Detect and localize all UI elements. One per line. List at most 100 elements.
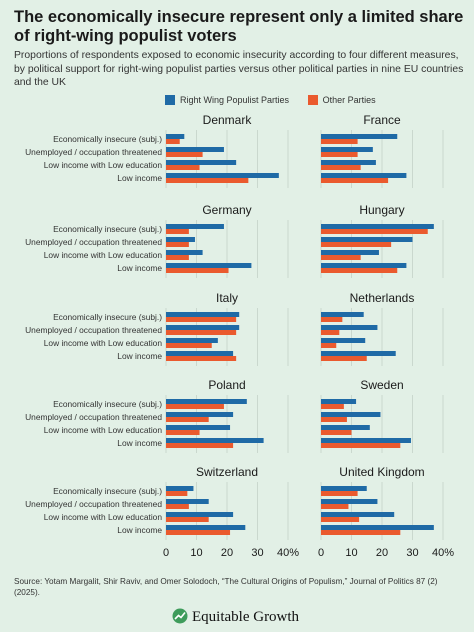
bar-other	[321, 517, 360, 522]
bar-other	[166, 504, 189, 509]
bar-right-wing	[166, 438, 264, 443]
category-label: Low income	[117, 173, 162, 183]
bar-right-wing	[166, 399, 247, 404]
bar-other	[321, 317, 343, 322]
category-label: Low income with Low education	[44, 425, 163, 435]
bar-right-wing	[321, 173, 407, 178]
bar-other	[166, 152, 203, 157]
bar-right-wing	[321, 263, 407, 268]
category-label: Unemployed / occupation threatened	[25, 325, 162, 335]
bar-other	[321, 430, 352, 435]
bar-other	[166, 165, 200, 170]
bar-other	[321, 229, 428, 234]
category-label: Economically insecure (subj.)	[53, 224, 162, 234]
bar-right-wing	[321, 525, 434, 530]
legend-swatch-right-wing	[165, 94, 175, 105]
bar-right-wing	[166, 325, 240, 330]
panel-title: Switzerland	[196, 465, 258, 479]
x-tick-label: 30	[406, 547, 418, 559]
x-tick-label: 20	[376, 547, 388, 559]
bar-right-wing	[321, 512, 395, 517]
bar-other	[321, 242, 392, 247]
panel-title: Italy	[216, 291, 238, 305]
bar-other	[321, 268, 398, 273]
category-label: Economically insecure (subj.)	[53, 134, 162, 144]
bar-right-wing	[321, 325, 378, 330]
category-label: Unemployed / occupation threatened	[25, 147, 162, 157]
bar-other	[321, 491, 358, 496]
x-tick-label: 30	[251, 547, 263, 559]
bar-right-wing	[321, 425, 370, 430]
bar-other	[321, 255, 361, 260]
category-label: Low income	[117, 351, 162, 361]
panel-title: Hungary	[359, 203, 404, 217]
bar-other	[166, 330, 237, 335]
bar-right-wing	[321, 412, 381, 417]
legend-item-other: Other Parties	[307, 94, 376, 105]
category-label: Unemployed / occupation threatened	[25, 499, 162, 509]
category-label: Economically insecure (subj.)	[53, 399, 162, 409]
bar-other	[321, 404, 344, 409]
bar-right-wing	[166, 312, 240, 317]
bar-other	[166, 404, 224, 409]
bar-right-wing	[321, 438, 411, 443]
category-label: Low income with Low education	[44, 160, 163, 170]
bar-right-wing	[166, 250, 203, 255]
bar-other	[166, 443, 234, 448]
bar-other	[166, 255, 189, 260]
bar-right-wing	[166, 160, 237, 165]
bar-other	[321, 443, 401, 448]
bar-other	[166, 356, 237, 361]
bar-right-wing	[166, 351, 234, 356]
bar-right-wing	[321, 499, 378, 504]
bar-right-wing	[166, 486, 194, 491]
x-tick-label: 10	[345, 547, 357, 559]
x-tick-label: 20	[221, 547, 233, 559]
panel-title: Netherlands	[350, 291, 415, 305]
legend-item-right-wing: Right Wing Populist Parties	[165, 94, 289, 105]
panel-title: Poland	[208, 378, 245, 392]
bar-other	[166, 491, 188, 496]
brand-name: Equitable Growth	[192, 609, 300, 625]
bar-right-wing	[321, 160, 376, 165]
bar-right-wing	[321, 486, 367, 491]
legend-label-right-wing: Right Wing Populist Parties	[180, 94, 290, 105]
bar-right-wing	[166, 263, 252, 268]
bar-right-wing	[321, 338, 366, 343]
category-label: Unemployed / occupation threatened	[25, 412, 162, 422]
bar-right-wing	[166, 412, 234, 417]
bar-other	[166, 242, 189, 247]
bar-other	[321, 504, 349, 509]
x-tick-label: 0	[318, 547, 324, 559]
bar-other	[166, 530, 231, 535]
bar-other	[166, 430, 200, 435]
category-label: Economically insecure (subj.)	[53, 312, 162, 322]
bar-other	[321, 165, 361, 170]
category-label: Low income with Low education	[44, 250, 163, 260]
bar-right-wing	[321, 250, 379, 255]
category-label: Low income	[117, 438, 162, 448]
bar-right-wing	[321, 147, 373, 152]
bar-other	[321, 343, 337, 348]
bar-right-wing	[166, 499, 209, 504]
bar-other	[166, 343, 212, 348]
bar-right-wing	[166, 425, 231, 430]
bar-right-wing	[321, 351, 396, 356]
panel-title: Denmark	[203, 113, 253, 127]
bar-other	[166, 139, 180, 144]
bar-right-wing	[166, 525, 246, 530]
bar-right-wing	[321, 237, 413, 242]
bar-right-wing	[166, 134, 185, 139]
bar-other	[321, 330, 340, 335]
bar-other	[166, 178, 249, 183]
bar-right-wing	[166, 147, 224, 152]
bar-other	[321, 139, 358, 144]
bar-other	[321, 530, 401, 535]
panel-title: France	[363, 113, 401, 127]
x-tick-label: 10	[190, 547, 202, 559]
chart-title: The economically insecure represent only…	[14, 8, 464, 45]
category-label: Low income with Low education	[44, 512, 163, 522]
bar-right-wing	[321, 312, 364, 317]
brand-logo: Equitable Growth	[172, 608, 299, 626]
bar-right-wing	[321, 399, 357, 404]
